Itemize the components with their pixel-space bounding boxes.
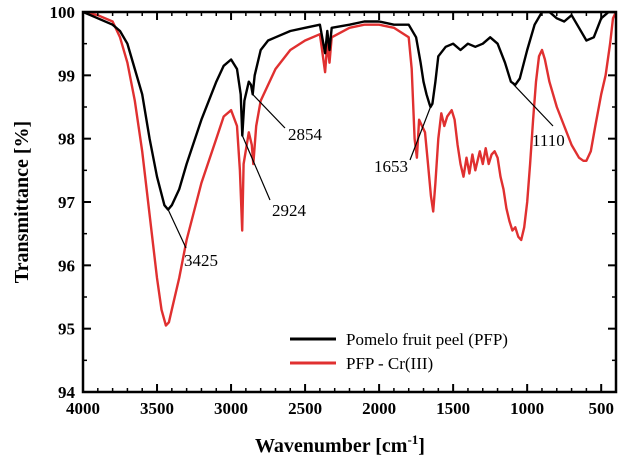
y-tick-label: 96	[58, 256, 75, 275]
annotation-label-1653: 1653	[374, 157, 408, 176]
x-tick-label: 3500	[140, 399, 174, 418]
annotation-leader-1110	[510, 81, 554, 127]
y-tick-label: 97	[58, 193, 76, 212]
axes-layer: 4000 3500 3000 2500 2000 1500 1000 500 94 95 96 97 9…	[50, 3, 618, 418]
legend-label-pfp-cr: PFP - Cr(III)	[346, 354, 433, 373]
x-axis-title-suffix: ]	[418, 435, 425, 457]
annotation-leader-2924	[241, 135, 271, 201]
x-tick-label: 2000	[362, 399, 396, 418]
annotation-layer: 3425 2924 2854 1653 1110	[167, 81, 565, 270]
y-tick-label: 98	[58, 130, 75, 149]
series-layer	[83, 12, 616, 327]
series-line-1	[83, 12, 616, 327]
annotation-label-3425: 3425	[184, 251, 218, 270]
annotation-label-2924: 2924	[272, 201, 307, 220]
annotation-label-1110: 1110	[532, 131, 565, 150]
x-tick-label: 1500	[436, 399, 470, 418]
x-axis-title-main: Wavenumber [cm	[255, 435, 408, 457]
annotation-leader-2854	[252, 93, 286, 129]
y-tick-label: 94	[58, 383, 76, 402]
x-axis-title-sup: -1	[407, 432, 418, 447]
x-tick-label: 1000	[510, 399, 544, 418]
annotation-label-2854: 2854	[288, 125, 323, 144]
x-tick-label: 4000	[66, 399, 100, 418]
legend: Pomelo fruit peel (PFP) PFP - Cr(III)	[290, 330, 508, 373]
x-tick-label: 3000	[214, 399, 248, 418]
legend-label-pfp: Pomelo fruit peel (PFP)	[346, 330, 508, 349]
x-tick-label: 2500	[288, 399, 322, 418]
annotation-leader-3425	[167, 209, 187, 249]
y-axis-title: Transmittance [%]	[11, 121, 33, 283]
y-tick-label: 100	[50, 3, 76, 22]
series-line-0	[83, 12, 616, 211]
y-tick-label: 99	[58, 66, 75, 85]
y-tick-label: 95	[58, 320, 75, 339]
x-tick-label: 500	[588, 399, 614, 418]
x-axis-title: Wavenumber [cm-1]	[255, 432, 425, 457]
annotation-leader-1653	[409, 106, 432, 161]
